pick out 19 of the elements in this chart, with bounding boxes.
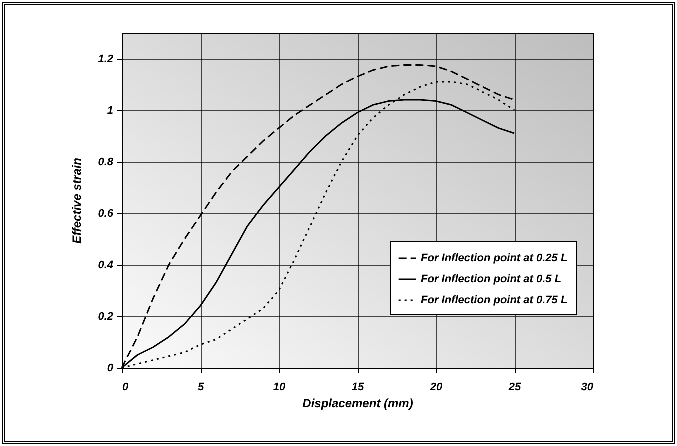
x-tick-label: 0 [122, 382, 130, 394]
legend-label: For Inflection point at 0.75 L [421, 294, 568, 306]
x-axis-title: Displacement (mm) [302, 396, 414, 410]
x-tick-label: 10 [273, 382, 286, 394]
y-tick-label: 0.8 [98, 156, 114, 168]
y-axis-title: Effective strain [70, 158, 84, 244]
y-tick-label: 0.4 [98, 259, 114, 272]
y-tick-label: 0.2 [98, 310, 114, 323]
x-tick-label: 25 [508, 382, 522, 394]
x-tick-label: 15 [352, 382, 365, 394]
legend-label: For Inflection point at 0.5 L [421, 274, 562, 286]
y-tick-label: 1 [107, 104, 114, 117]
x-tick-label: 20 [429, 382, 444, 394]
legend-label: For Inflection point at 0.25 L [421, 252, 568, 264]
x-tick-label: 30 [581, 382, 594, 394]
y-tick-label: 0 [107, 362, 114, 374]
x-tick-label: 5 [198, 382, 205, 394]
y-tick-label: 0.6 [98, 208, 114, 220]
y-tick-label: 1.2 [98, 53, 114, 66]
